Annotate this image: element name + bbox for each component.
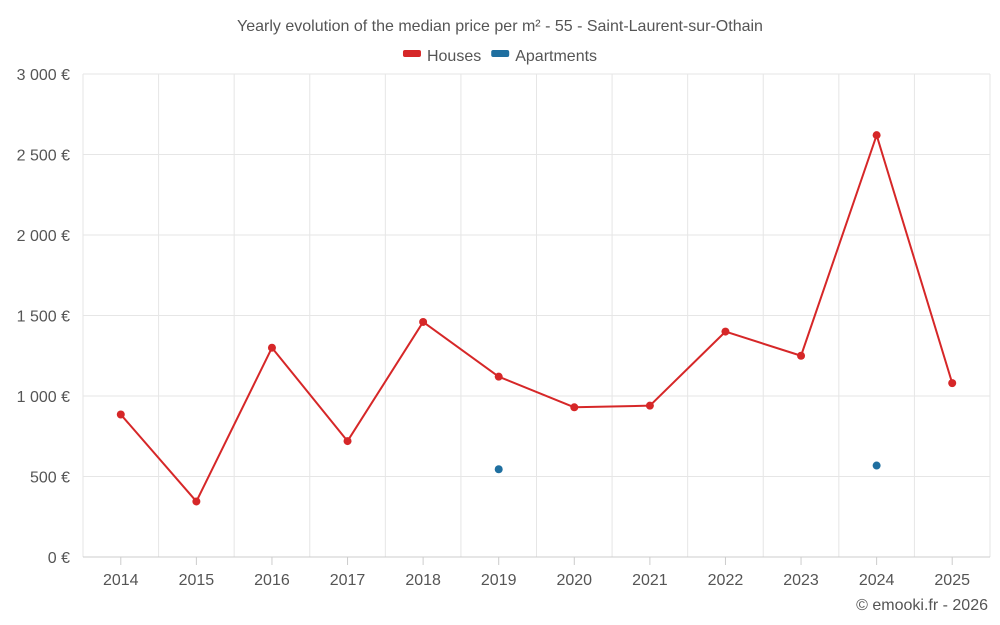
x-tick-label: 2024 [859, 572, 895, 589]
data-point-houses[interactable] [192, 497, 201, 506]
legend-swatch-houses [402, 50, 421, 57]
data-point-houses[interactable] [267, 343, 276, 352]
data-point-houses[interactable] [343, 437, 352, 446]
data-point-houses[interactable] [419, 317, 428, 326]
data-point-houses[interactable] [645, 401, 654, 410]
x-tick-label: 2022 [708, 572, 744, 589]
data-point-houses[interactable] [797, 351, 806, 360]
y-tick-label: 2 500 € [17, 148, 70, 165]
x-tick-label: 2017 [330, 572, 366, 589]
x-axis-ticks: 2014 2015 2016 2017 2018 2019 2020 2021 2022 2023… [103, 557, 970, 589]
x-tick-label: 2019 [481, 572, 517, 589]
y-tick-label: 0 € [48, 550, 70, 567]
credit-text: © emooki.fr - 2026 [856, 597, 988, 614]
x-tick-label: 2018 [405, 572, 441, 589]
data-point-apartments[interactable] [872, 461, 881, 470]
chart-title: Yearly evolution of the median price per… [237, 18, 763, 35]
x-tick-label: 2015 [179, 572, 215, 589]
data-point-houses[interactable] [872, 131, 881, 140]
data-point-houses[interactable] [116, 410, 125, 419]
x-tick-label: 2025 [934, 572, 970, 589]
data-point-apartments[interactable] [494, 465, 503, 474]
legend-label-houses: Houses [427, 48, 481, 65]
data-point-houses[interactable] [721, 327, 730, 336]
legend-item-houses[interactable]: Houses [402, 48, 481, 65]
y-tick-label: 1 500 € [17, 309, 70, 326]
y-tick-label: 500 € [30, 470, 70, 487]
legend-item-apartments[interactable]: Apartments [491, 48, 597, 65]
series-apartments [494, 461, 881, 474]
data-point-houses[interactable] [948, 379, 957, 388]
y-tick-label: 2 000 € [17, 228, 70, 245]
series-houses [116, 131, 957, 506]
data-point-houses[interactable] [570, 403, 579, 412]
series-line-houses [120, 134, 954, 503]
y-tick-label: 3 000 € [17, 67, 70, 84]
series-layer [116, 131, 957, 506]
data-point-houses[interactable] [494, 372, 503, 381]
x-tick-label: 2023 [783, 572, 819, 589]
legend-label-apartments: Apartments [515, 48, 597, 65]
x-tick-label: 2020 [556, 572, 592, 589]
y-axis-ticks: 0 € 500 € 1 000 € 1 500 € 2 000 € 2 500 € 3 00… [17, 67, 70, 567]
y-tick-label: 1 000 € [17, 389, 70, 406]
x-tick-label: 2014 [103, 572, 139, 589]
x-tick-label: 2016 [254, 572, 290, 589]
legend-swatch-apartments [491, 50, 510, 57]
x-tick-label: 2021 [632, 572, 668, 589]
legend: Houses Apartments [402, 48, 597, 65]
